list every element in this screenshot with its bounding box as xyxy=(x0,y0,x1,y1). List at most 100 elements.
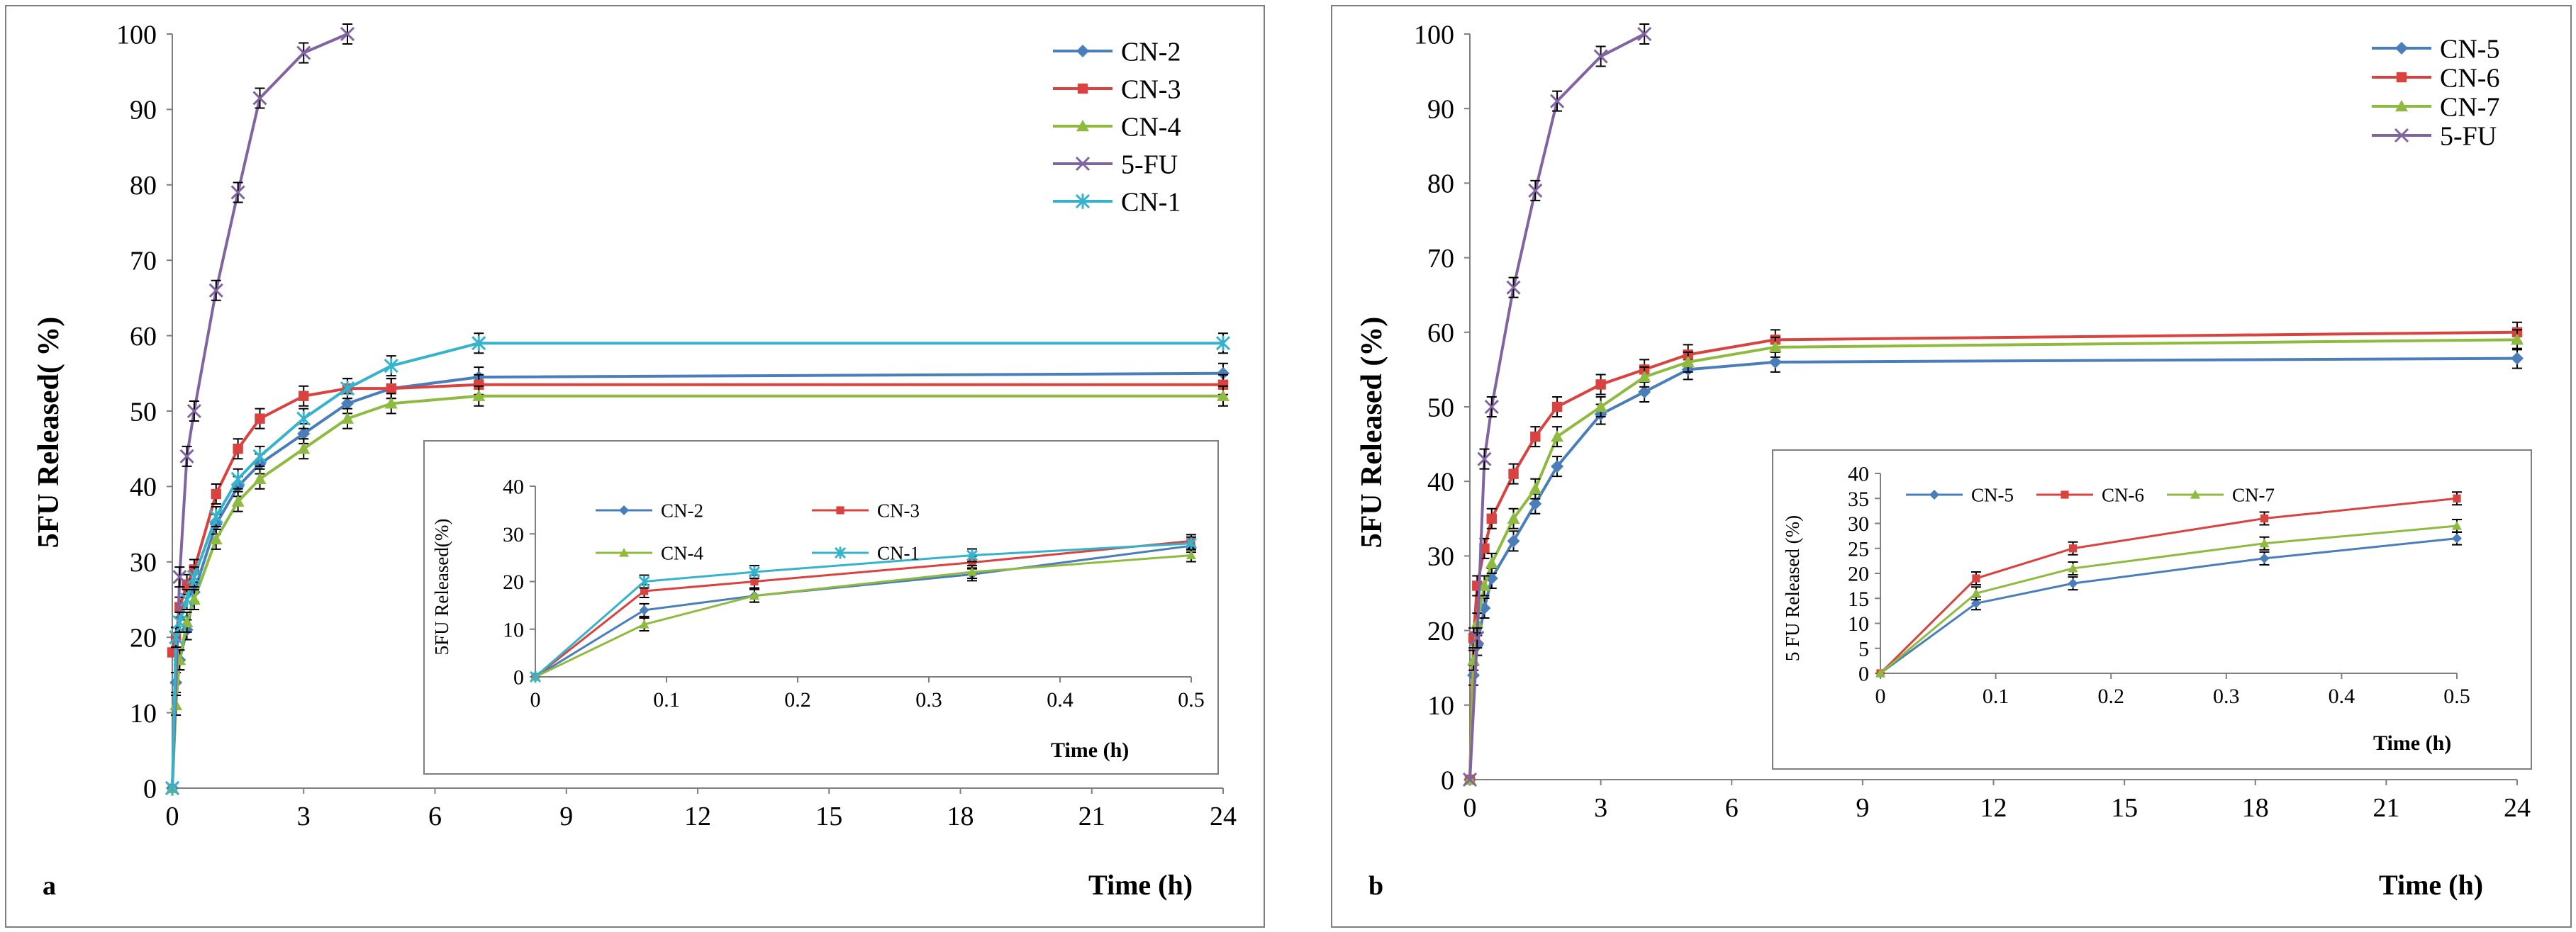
panel-b-point-5-fu xyxy=(1477,451,1492,466)
panel-a-point-cn-3 xyxy=(474,379,484,390)
panel-b-point-cn-7 xyxy=(1594,400,1607,412)
panel-b-legend-label: CN-7 xyxy=(2440,92,2499,122)
panel-a-inset-x-tick-label: 0 xyxy=(530,688,541,712)
panel-b-inset-legend-marker xyxy=(2061,490,2069,499)
panel-a-point-cn-4 xyxy=(187,593,201,605)
panel-a-inset-legend-item-cn-4: CN-4 xyxy=(596,542,703,563)
panel-a-x-tick-label: 9 xyxy=(559,802,573,831)
panel-b-inset-y-tick-label: 35 xyxy=(1848,488,1869,511)
panel-b-point-5-fu xyxy=(1462,772,1478,787)
panel-b-x-tick-label: 6 xyxy=(1725,793,1739,823)
panel-b-point-cn-6 xyxy=(1530,431,1541,442)
panel-a-inset-point-cn-1 xyxy=(529,670,542,683)
panel-a-label: a xyxy=(43,871,56,901)
panel-b-inset-point-cn-6 xyxy=(2068,544,2078,553)
panel-b-legend-marker xyxy=(2396,72,2407,83)
panel-a-x-tick-label: 15 xyxy=(815,802,842,831)
panel-b-y-tick-label: 40 xyxy=(1427,468,1454,498)
panel-a-inset-y-tick-label: 10 xyxy=(503,618,524,641)
panel-a-inset-point-cn-1 xyxy=(638,576,650,588)
panel-a-inset-point-cn-3 xyxy=(968,558,976,567)
panel-a-legend-item-cn-4: CN-4 xyxy=(1053,112,1181,142)
panel-a-inset-x-tick-label: 0.3 xyxy=(915,688,942,712)
panel-b-inset-y-tick-label: 10 xyxy=(1848,612,1869,636)
panel-a-inset-point-cn-3 xyxy=(640,587,649,595)
panel-a-legend-marker xyxy=(1077,83,1088,94)
panel-b-point-cn-6 xyxy=(1508,468,1519,479)
panel-a-inset-legend-marker xyxy=(619,505,629,515)
panel-a-point-cn-1 xyxy=(252,449,267,464)
panel-a-point-5-fu xyxy=(208,283,223,298)
panel-b-inset-y-tick-label: 25 xyxy=(1848,537,1869,561)
panel-b-y-tick-label: 60 xyxy=(1427,318,1454,348)
panel-b-point-cn-7 xyxy=(1507,512,1520,524)
panel-b-y-tick-label: 50 xyxy=(1427,393,1454,422)
panel-a-legend-label: CN-1 xyxy=(1121,187,1181,217)
panel-a-point-cn-1 xyxy=(179,592,194,607)
panel-a-x-tick-label: 0 xyxy=(166,802,179,831)
panel-b-inset-series-cn-7 xyxy=(1875,519,2462,678)
panel-a-inset-point-cn-4 xyxy=(639,619,649,629)
panel-b-legend-item-cn-5: CN-5 xyxy=(2372,34,2499,64)
panel-b-point-cn-6 xyxy=(1551,401,1563,412)
panel-a-inset-y-title: 5FU Released(%) xyxy=(431,519,452,656)
panel-b-inset-y-tick-label: 5 xyxy=(1858,637,1869,661)
panel-a-inset-legend-item-cn-3: CN-3 xyxy=(812,500,920,521)
panel-b-point-cn-7 xyxy=(1529,482,1542,494)
panel-a-legend-item-cn-1: CN-1 xyxy=(1053,187,1181,217)
panel-b-inset-point-cn-6 xyxy=(2260,514,2269,523)
panel-a-legend-marker xyxy=(1076,120,1089,132)
panel-a-point-5-fu xyxy=(340,26,355,42)
panel-a-point-cn-3 xyxy=(386,383,396,394)
panel-a-point-cn-3 xyxy=(255,413,265,424)
panel-a-inset-legend-label: CN-4 xyxy=(661,542,703,563)
panel-b-inset-x-tick-label: 0.1 xyxy=(1983,685,2009,708)
panel-b-inset-x-tick-label: 0 xyxy=(1875,685,1886,708)
panel-b-legend-item-cn-6: CN-6 xyxy=(2372,63,2499,93)
panel-a-point-cn-1 xyxy=(1215,335,1231,352)
panel-a-x-tick-label: 3 xyxy=(297,802,311,831)
panel-a-legend-marker xyxy=(1075,193,1091,209)
panel-a-x-tick-label: 12 xyxy=(684,802,711,831)
panel-a-y-tick-label: 40 xyxy=(130,473,157,503)
panel-b-inset-point-cn-5 xyxy=(1970,598,1981,609)
panel-a-point-cn-4 xyxy=(180,615,194,628)
panel-b-inset-point-cn-5 xyxy=(2068,578,2078,589)
panel-b-inset-legend-label: CN-5 xyxy=(1971,484,2014,505)
panel-a-inset-point-cn-3 xyxy=(750,577,759,586)
panel-a-inset-point-cn-1 xyxy=(748,566,761,578)
panel-b-inset-legend-item-cn-7: CN-7 xyxy=(2167,484,2275,505)
panel-b-legend-label: CN-6 xyxy=(2440,63,2499,93)
panel-b-inset-point-cn-7 xyxy=(1970,588,1981,597)
panel-b-x-tick-label: 24 xyxy=(2504,793,2531,823)
panel-a-x-tick-label: 21 xyxy=(1078,802,1105,831)
panel-b-inset-legend-marker xyxy=(2190,490,2200,499)
panel-a-point-cn-4 xyxy=(209,532,223,545)
panel-b-legend-label: CN-5 xyxy=(2440,34,2499,64)
panel-b-y-tick-label: 100 xyxy=(1414,20,1454,50)
panel-a-inset-y-tick-label: 40 xyxy=(503,476,524,499)
panel-b-point-5-fu xyxy=(1637,26,1652,42)
panel-b-inset-x-title: Time (h) xyxy=(2373,731,2451,755)
panel-a-inset-point-cn-4 xyxy=(1186,550,1196,560)
panel-b-inset-legend-label: CN-6 xyxy=(2102,484,2144,505)
panel-b-x-tick-label: 9 xyxy=(1856,793,1869,823)
panel-a-point-cn-4 xyxy=(384,397,398,409)
panel-a-point-cn-4 xyxy=(1217,389,1230,401)
panel-b-inset-y-tick-label: 20 xyxy=(1848,563,1869,586)
panel-b-point-cn-6 xyxy=(1486,513,1497,524)
panel-b-inset-x-tick-label: 0.2 xyxy=(2097,685,2124,708)
panel-a-inset-x-tick-label: 0.5 xyxy=(1178,688,1205,712)
panel-a-inset-y-tick-label: 20 xyxy=(503,571,524,594)
panel-a-y-tick-label: 70 xyxy=(130,247,157,276)
panel-a-inset-legend-label: CN-1 xyxy=(877,542,920,563)
panel-b-inset-point-cn-5 xyxy=(2259,553,2270,563)
panel-b-label: b xyxy=(1368,871,1383,901)
panel-a-inset-point-cn-1 xyxy=(1185,537,1198,550)
panel-a-point-cn-2 xyxy=(1217,366,1230,380)
panel-a-inset-legend-label: CN-2 xyxy=(661,500,703,521)
panel-a-point-cn-3 xyxy=(211,488,221,500)
panel-a-inset-legend-label: CN-3 xyxy=(877,500,920,521)
panel-b-legend-marker xyxy=(2395,42,2408,55)
panel-a-point-cn-1 xyxy=(384,358,398,374)
